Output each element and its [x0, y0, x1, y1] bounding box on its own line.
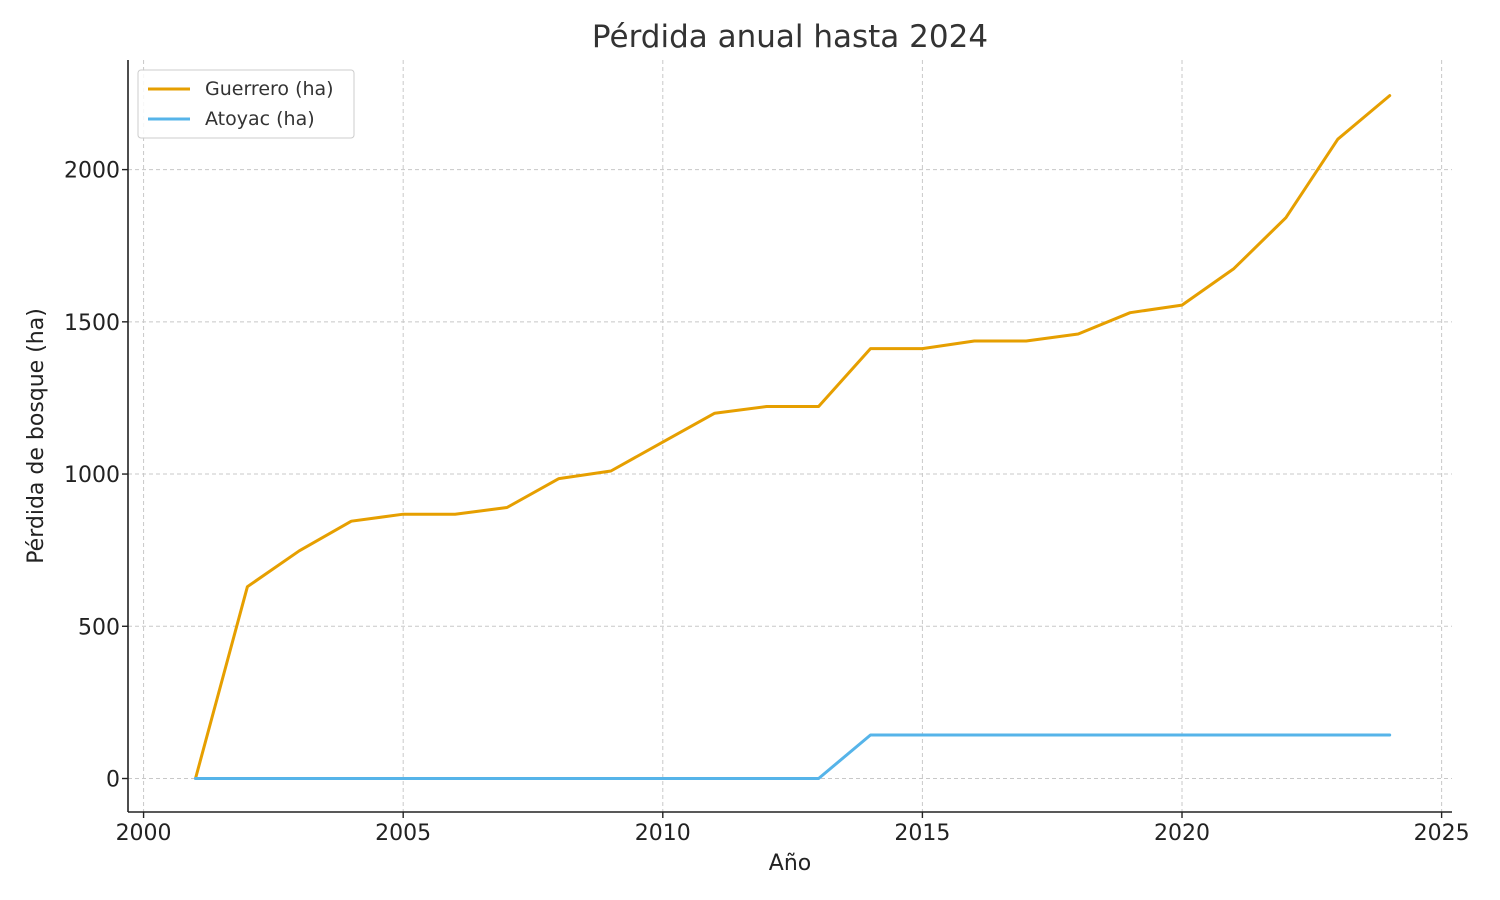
series-line-guerrero — [194, 94, 1392, 780]
y-tick-label: 1000 — [64, 463, 120, 488]
legend-label-atoyac: Atoyac (ha) — [205, 108, 315, 130]
y-tick-label: 1500 — [64, 311, 120, 336]
y-tick-label: 0 — [106, 768, 120, 793]
chart-title: Pérdida anual hasta 2024 — [592, 19, 988, 55]
y-tick-label: 2000 — [64, 159, 120, 184]
y-axis-label: Pérdida de bosque (ha) — [24, 308, 49, 564]
y-tick-label: 500 — [78, 615, 120, 640]
series-line-atoyac — [194, 733, 1392, 780]
x-tick-label: 2010 — [635, 821, 691, 846]
grid — [128, 60, 1452, 812]
x-tick-label: 2005 — [375, 821, 431, 846]
x-tick-label: 2015 — [894, 821, 950, 846]
legend: Guerrero (ha) Atoyac (ha) — [137, 69, 355, 139]
x-axis-label: Año — [769, 851, 811, 876]
ticks: 2000 2005 2010 2015 2020 2025 0 500 1000 1500 2000 — [64, 159, 1470, 846]
x-tick-label: 2020 — [1154, 821, 1210, 846]
x-tick-label: 2000 — [116, 821, 172, 846]
legend-box — [137, 69, 355, 139]
axes — [127, 60, 1452, 813]
series-lines — [194, 94, 1392, 780]
x-tick-label: 2025 — [1414, 821, 1470, 846]
legend-label-guerrero: Guerrero (ha) — [205, 78, 334, 100]
